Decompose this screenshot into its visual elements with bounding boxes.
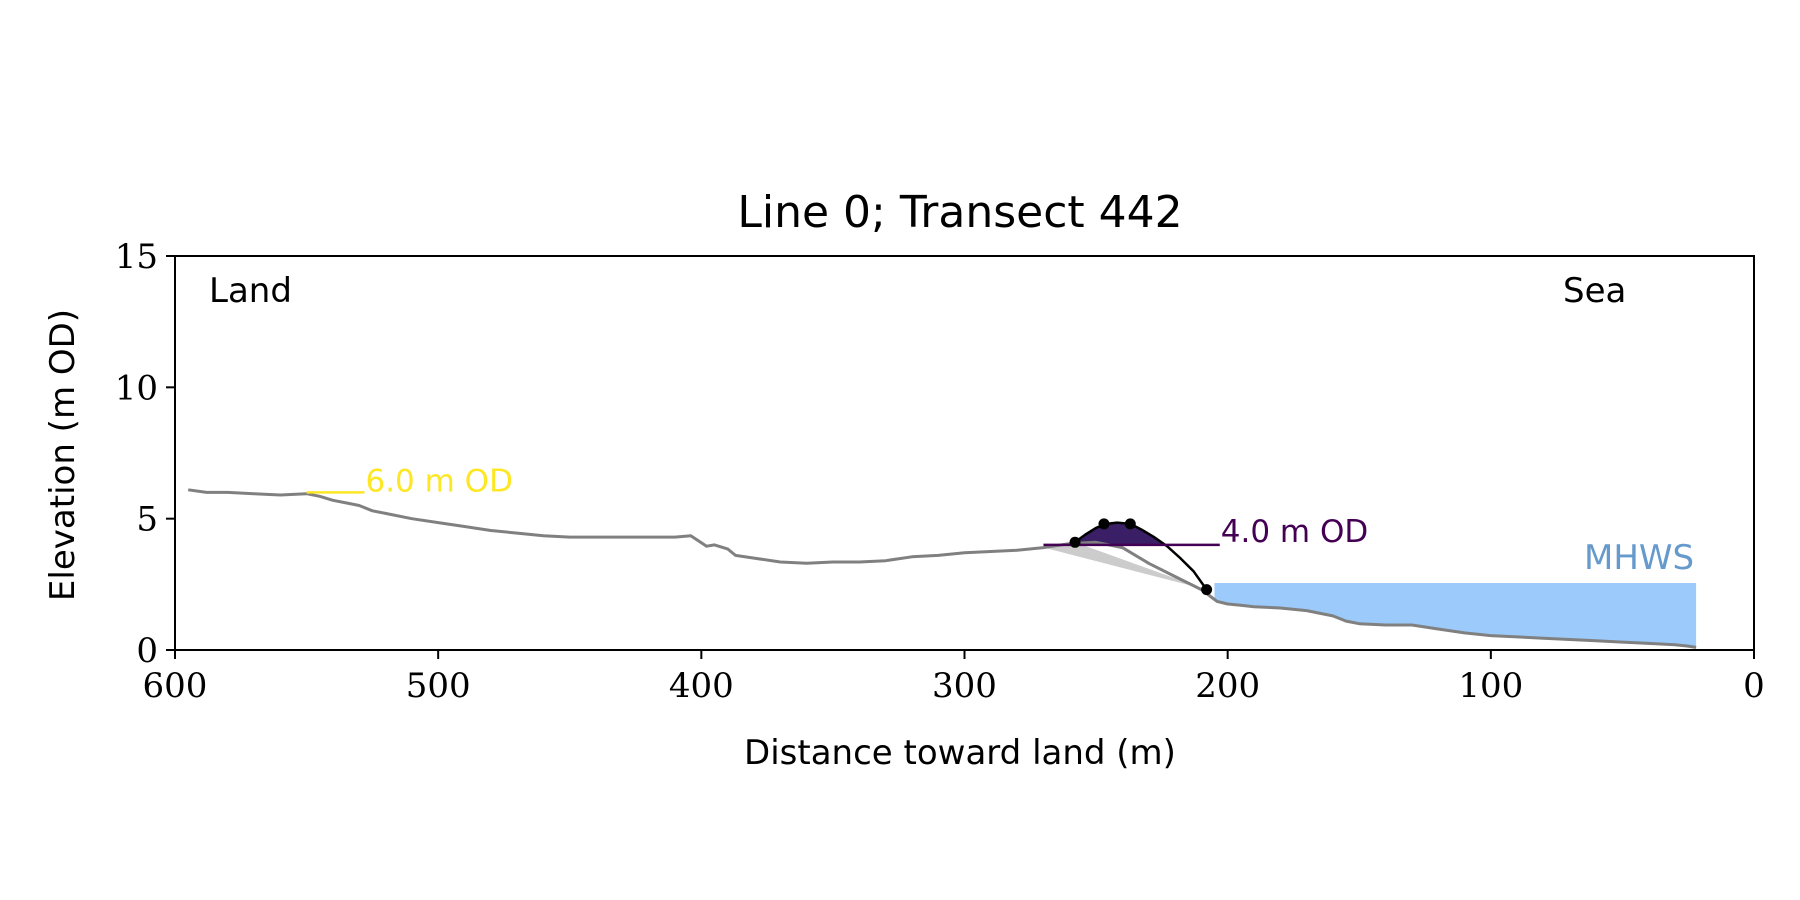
x-tick-label: 600 <box>143 666 208 706</box>
chart-marks: 6.0 m OD 4.0 m OD MHWS <box>187 463 1697 649</box>
x-tick-label: 400 <box>669 666 734 706</box>
dune-point <box>1124 518 1136 530</box>
profile-line <box>187 488 1697 649</box>
y-tick-label: 0 <box>136 631 158 671</box>
dune-point <box>1201 584 1213 596</box>
threshold-label: 4.0 m OD <box>1221 514 1368 550</box>
x-tick-label: 300 <box>932 666 997 706</box>
x-tick-label: 200 <box>1195 666 1260 706</box>
x-axis-label: Distance toward land (m) <box>744 733 1176 773</box>
x-tick-label: 500 <box>406 666 471 706</box>
sea-annotation: Sea <box>1563 271 1626 311</box>
y-tick-label: 5 <box>136 500 158 540</box>
x-tick-label: 0 <box>1743 666 1765 706</box>
threshold-label: 6.0 m OD <box>365 463 512 499</box>
y-tick-label: 15 <box>115 237 158 277</box>
y-axis-label: Elevation (m OD) <box>43 309 83 601</box>
mhws-label: MHWS <box>1584 538 1694 578</box>
dune-point <box>1069 536 1081 548</box>
plot-area: 6.0 m OD 4.0 m OD MHWS <box>174 255 1755 651</box>
dune-point <box>1098 518 1110 530</box>
land-annotation: Land <box>209 271 292 311</box>
x-tick-label: 100 <box>1458 666 1523 706</box>
y-tick-label: 10 <box>115 368 158 408</box>
chart-title: Line 0; Transect 442 <box>737 187 1182 238</box>
dune-outline <box>1074 521 1208 591</box>
dune-shadow <box>1043 542 1207 590</box>
y-axis: 0 5 10 15 <box>115 237 175 671</box>
x-axis: 600 500 400 300 200 100 0 <box>143 650 1765 706</box>
mhws-water-fill <box>1214 583 1697 648</box>
